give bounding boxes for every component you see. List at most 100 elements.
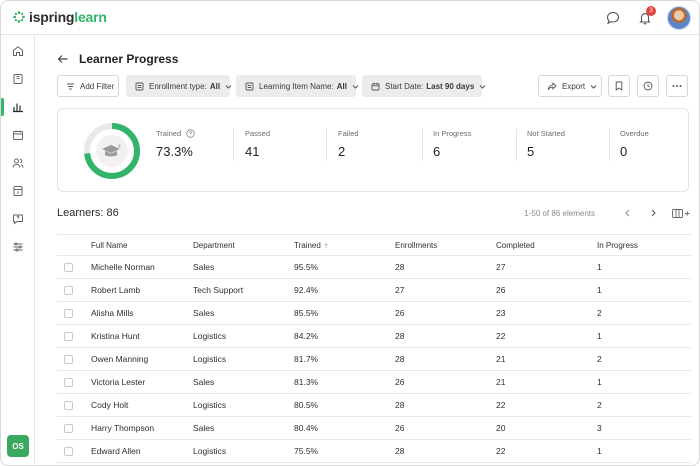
enrollment-type-label: Enrollment type:: [149, 81, 207, 91]
sidebar-item-home[interactable]: [1, 40, 35, 62]
cell-enrollments: 27: [395, 285, 405, 295]
arrow-left-icon: [57, 55, 68, 63]
table-row[interactable]: Kristina Hunt Logistics 84.2% 28 22 1: [57, 325, 691, 348]
cell-full-name: Michelle Norman: [91, 262, 155, 272]
table-row[interactable]: Harry Thompson Sales 80.4% 26 20 3: [57, 417, 691, 440]
column-header-trained[interactable]: Trained ↑: [294, 235, 328, 257]
stat-not-started-value: 5: [527, 144, 535, 159]
cell-department: Logistics: [193, 446, 227, 456]
chat-icon: [606, 11, 620, 25]
top-bar: ispringlearn 3: [1, 1, 699, 35]
stat-in-progress-value: 6: [433, 144, 441, 159]
chevron-down-icon: [590, 84, 597, 89]
cell-trained: 95.5%: [294, 262, 319, 272]
learning-item-filter[interactable]: Learning Item Name: All: [236, 75, 359, 97]
enrollment-type-filter[interactable]: Enrollment type: All: [126, 75, 232, 97]
info-icon[interactable]: [186, 129, 195, 138]
table-row[interactable]: Owen Manning Logistics 81.7% 28 21 2: [57, 348, 691, 371]
logo-text-part2: learn: [74, 9, 107, 25]
cell-completed: 23: [496, 308, 506, 318]
table-row[interactable]: Michelle Norman Sales 95.5% 28 27 1: [57, 256, 691, 279]
stat-overdue-value: 0: [620, 144, 628, 159]
stat-in-progress: In Progress 6: [433, 129, 471, 159]
column-header-enrollments[interactable]: Enrollments: [395, 241, 438, 250]
start-date-filter[interactable]: Start Date: Last 90 days: [362, 75, 486, 97]
bookmark-button[interactable]: [608, 75, 630, 97]
chevron-down-icon: [479, 84, 486, 89]
cell-full-name: Victoria Lester: [91, 377, 146, 387]
cell-enrollments: 28: [395, 354, 405, 364]
table-row[interactable]: Edward Allen Logistics 75.5% 28 22 1: [57, 440, 691, 463]
pagination: 1-50 of 86 elements: [524, 206, 691, 220]
logo-icon: [13, 11, 25, 23]
table-row[interactable]: Cody Holt Logistics 80.5% 28 22 2: [57, 394, 691, 417]
export-label: Export: [562, 81, 586, 91]
cell-enrollments: 26: [395, 377, 405, 387]
cell-department: Sales: [193, 377, 215, 387]
sidebar-item-reports[interactable]: [1, 96, 35, 118]
chat-button[interactable]: [601, 6, 625, 30]
back-button[interactable]: [57, 52, 71, 66]
export-button[interactable]: Export: [538, 75, 602, 97]
logo[interactable]: ispringlearn: [13, 9, 107, 25]
row-checkbox[interactable]: [64, 447, 73, 456]
pagination-range: 1-50 of 86 elements: [524, 208, 595, 218]
table-row[interactable]: Alisha Mills Sales 85.5% 26 23 2: [57, 302, 691, 325]
cell-trained: 75.5%: [294, 446, 319, 456]
cell-in-progress: 1: [597, 331, 602, 341]
cell-trained: 81.3%: [294, 377, 319, 387]
stat-trained-label: Trained: [156, 129, 182, 138]
row-checkbox[interactable]: [64, 263, 73, 272]
cell-completed: 20: [496, 423, 506, 433]
sidebar-item-users[interactable]: [1, 152, 35, 174]
more-options-button[interactable]: [666, 75, 688, 97]
user-avatar[interactable]: [667, 6, 691, 30]
cell-enrollments: 28: [395, 331, 405, 341]
schedule-report-button[interactable]: [637, 75, 659, 97]
table-row[interactable]: Victoria Lester Sales 81.3% 26 21 1: [57, 371, 691, 394]
row-checkbox[interactable]: [64, 424, 73, 433]
row-checkbox[interactable]: [64, 332, 73, 341]
previous-page-button[interactable]: [619, 206, 635, 220]
top-actions: 3: [593, 6, 691, 30]
add-filter-label: Add Filter: [80, 81, 115, 91]
column-header-completed[interactable]: Completed: [496, 241, 535, 250]
stat-divider: [609, 129, 610, 161]
account-initials-button[interactable]: OS: [7, 435, 29, 457]
cell-completed: 21: [496, 377, 506, 387]
column-header-in-progress[interactable]: In Progress: [597, 241, 638, 250]
bar-chart-icon: [13, 103, 23, 113]
row-checkbox[interactable]: [64, 401, 73, 410]
cell-full-name: Kristina Hunt: [91, 331, 140, 341]
add-filter-button[interactable]: Add Filter: [57, 75, 119, 97]
sliders-icon: [13, 242, 23, 252]
table-row[interactable]: Robert Lamb Tech Support 92.4% 27 26 1: [57, 279, 691, 302]
column-header-department[interactable]: Department: [193, 241, 235, 250]
next-page-button[interactable]: [645, 206, 661, 220]
cell-trained: 84.2%: [294, 331, 319, 341]
cell-full-name: Harry Thompson: [91, 423, 155, 433]
cell-in-progress: 2: [597, 400, 602, 410]
cell-department: Sales: [193, 262, 215, 272]
sidebar-item-content[interactable]: [1, 68, 35, 90]
row-checkbox[interactable]: [64, 378, 73, 387]
column-header-full-name[interactable]: Full Name: [91, 241, 128, 250]
row-checkbox[interactable]: [64, 355, 73, 364]
help-chat-icon: [13, 214, 23, 225]
list-icon: [135, 82, 144, 90]
sidebar-item-events[interactable]: [1, 180, 35, 202]
sidebar-item-settings[interactable]: [1, 236, 35, 258]
add-column-button[interactable]: [671, 206, 691, 220]
column-header-trained-label: Trained: [294, 241, 321, 250]
cell-trained: 80.4%: [294, 423, 319, 433]
stat-trained-value: 73.3%: [156, 144, 193, 159]
notifications-button[interactable]: 3: [633, 6, 657, 30]
sidebar-item-help[interactable]: [1, 208, 35, 230]
start-date-label: Start Date:: [385, 81, 424, 91]
learners-table: Full Name Department Trained ↑ Enrollment…: [57, 234, 691, 463]
users-icon: [12, 158, 24, 168]
row-checkbox[interactable]: [64, 309, 73, 318]
sidebar-item-calendar[interactable]: [1, 124, 35, 146]
row-checkbox[interactable]: [64, 286, 73, 295]
